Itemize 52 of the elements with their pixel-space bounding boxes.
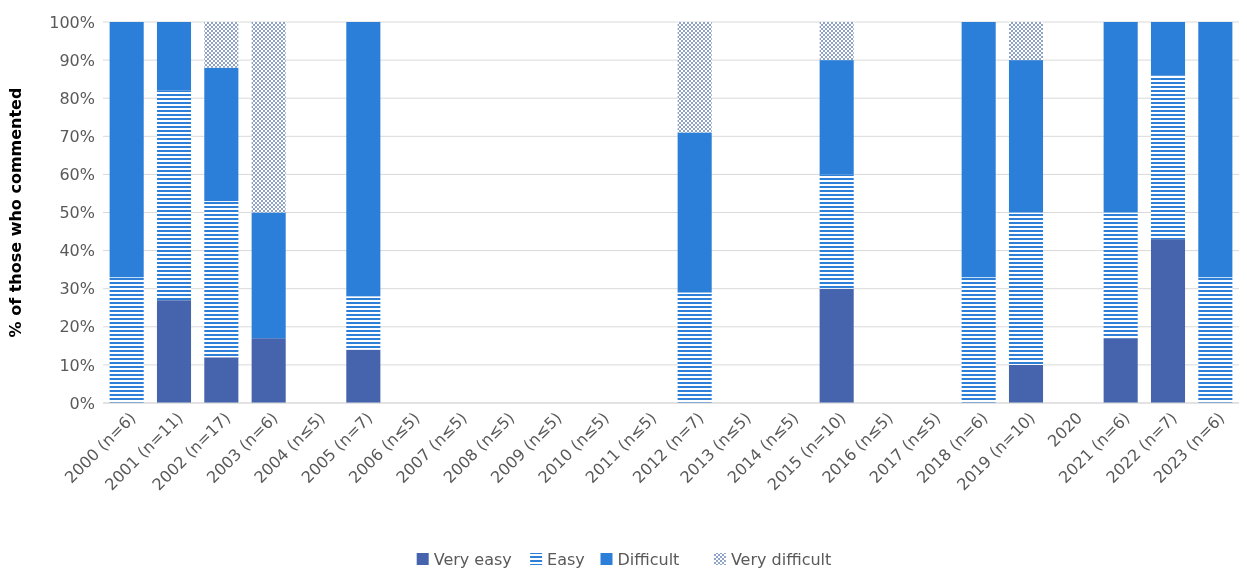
y-tick-label: 50% [59,203,95,223]
bar [677,292,712,403]
y-tick-label: 10% [59,355,95,375]
bar [677,22,712,133]
bar [1103,212,1138,339]
bar [819,174,854,289]
bar [204,67,239,202]
bar [961,22,996,278]
bar [251,22,286,213]
bar [1008,60,1044,213]
bar [156,90,192,301]
y-tick-label: 100% [49,12,95,32]
legend-label: Very difficult [730,549,832,569]
y-tick-label: 90% [59,50,95,70]
legend-label: Easy [547,549,585,569]
y-tick-label: 60% [59,165,95,184]
bar [109,22,144,278]
bar [1103,22,1138,213]
bar [1150,239,1186,403]
bar [1150,22,1186,76]
bar [109,277,144,403]
y-tick-label: 70% [59,126,95,146]
bar [1008,22,1044,61]
legend-label: Very easy [433,549,512,569]
y-tick-label: 80% [59,88,95,108]
bar [819,288,854,403]
bar [961,277,996,403]
bar [346,349,381,403]
bar [819,22,854,61]
legend-label: Difficult [617,549,680,569]
bar [204,201,239,358]
bar [1198,22,1233,278]
bar [1008,364,1044,403]
bar [1198,277,1233,403]
bar [156,300,192,403]
bar [1103,338,1138,403]
bar [346,22,381,297]
bar [1008,212,1044,365]
y-tick-label: 30% [59,279,95,299]
bar [251,338,286,403]
bar [251,212,286,339]
bar [677,132,712,293]
bar [204,357,239,403]
y-tick-label: 0% [69,393,95,413]
bar [346,296,381,350]
bar [1150,75,1186,240]
bar [819,60,854,175]
y-tick-label: 20% [59,317,95,337]
bar [204,22,239,68]
bar [156,22,192,91]
y-tick-label: 40% [59,241,95,261]
y-axis-title: % of those who commented [6,87,25,338]
